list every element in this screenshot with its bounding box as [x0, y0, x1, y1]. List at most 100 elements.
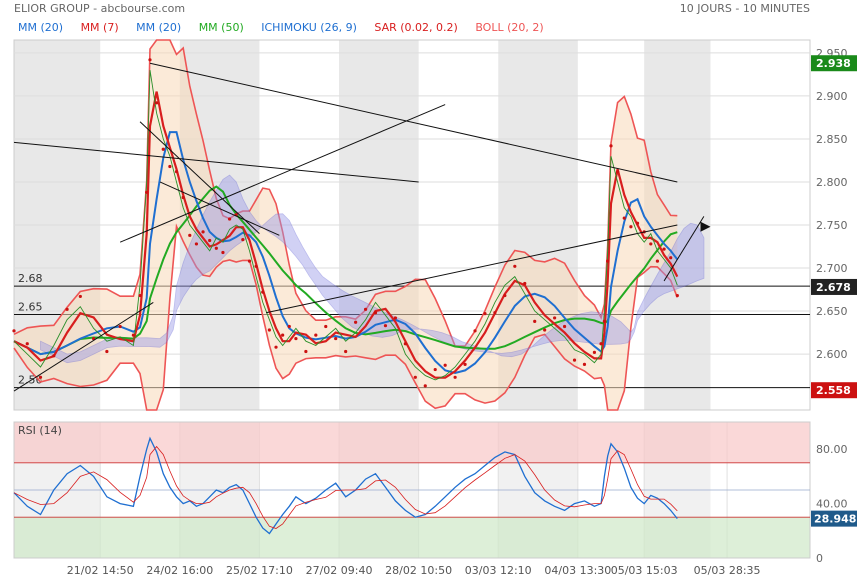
sar-dot [105, 349, 109, 354]
legend-mm20-b[interactable]: MM (20) [136, 21, 182, 34]
x-tick-label: 21/02 14:50 [67, 564, 134, 577]
price-badge-label: 2.938 [816, 57, 851, 70]
sar-dot [582, 362, 587, 366]
sar-dot [155, 101, 159, 105]
sar-dot [675, 293, 679, 298]
sar-dot [629, 225, 633, 229]
x-tick-label: 28/02 10:50 [385, 564, 452, 577]
chart-header: ELIOR GROUP - abcbourse.com 10 JOURS - 1… [0, 0, 860, 18]
sar-dot [274, 345, 278, 349]
rsi-oversold-zone [14, 517, 810, 558]
price-badge-label: 2.558 [816, 384, 851, 397]
sar-dot [314, 333, 318, 337]
x-tick-label: 25/02 17:10 [226, 564, 293, 577]
sar-dot [181, 195, 185, 200]
legend-mm20-a[interactable]: MM (20) [18, 21, 64, 34]
sar-dot [267, 328, 271, 332]
x-tick-label: 24/02 16:00 [146, 564, 213, 577]
price-badge [811, 55, 857, 72]
sar-dot [287, 324, 291, 329]
sar-dot [65, 307, 69, 311]
sar-dot [473, 329, 477, 333]
sar-dot [324, 324, 328, 329]
sar-dot [208, 238, 212, 243]
sar-dot [606, 259, 610, 263]
sar-dot [543, 328, 547, 332]
sar-dot [655, 259, 660, 263]
sar-dot [599, 342, 603, 346]
trend-arrowhead [700, 221, 711, 232]
rsi-current-label: 28.948 [814, 513, 856, 526]
sar-dot [433, 367, 437, 372]
rsi-overbought-zone [14, 422, 810, 463]
sar-dot [493, 311, 497, 315]
sar-dot [649, 242, 653, 246]
sar-dot [174, 170, 179, 174]
sar-dot [247, 259, 252, 263]
legend-sar[interactable]: SAR (0.02, 0.2) [374, 21, 458, 34]
sar-dot [622, 216, 626, 220]
sar-dot [138, 293, 142, 298]
sar-dot [463, 362, 467, 366]
sar-dot [118, 324, 122, 329]
x-tick-label: 05/03 28:35 [694, 564, 761, 577]
price-y-tick-label: 2.650 [816, 305, 848, 318]
sar-dot [201, 230, 205, 234]
trend-line [139, 121, 260, 234]
ma7-line [13, 91, 679, 379]
legend-boll[interactable]: BOLL (20, 2) [475, 21, 544, 34]
sar-dot [168, 164, 172, 169]
legend-mm50[interactable]: MM (50) [198, 21, 244, 34]
x-tick-label: 05/03 15:03 [611, 564, 678, 577]
rsi-title: RSI (14) [18, 424, 62, 437]
price-y-tick-label: 2.600 [816, 348, 848, 361]
sar-dot [662, 247, 666, 251]
sar-dot [523, 281, 527, 286]
trend-line [265, 224, 678, 314]
sar-dot [354, 320, 358, 324]
sar-dot [609, 144, 613, 148]
x-tick-label: 27/02 09:40 [306, 564, 373, 577]
sar-dot [513, 264, 517, 268]
legend-ichimoku[interactable]: ICHIMOKU (26, 9) [261, 21, 357, 34]
sar-dot [503, 293, 507, 298]
trend-line [149, 62, 678, 183]
trend-line [663, 216, 705, 282]
sar-dot [483, 312, 487, 316]
price-y-tick-label: 2.850 [816, 133, 848, 146]
sar-dot [227, 217, 232, 221]
sar-dot [304, 349, 308, 354]
sar-dot [281, 333, 285, 337]
sar-dot [602, 319, 606, 323]
rsi-y-tick-label: 0 [816, 552, 823, 565]
sar-dot [221, 250, 225, 255]
trend-line [119, 104, 446, 243]
bollinger-lower [13, 223, 679, 411]
ma50-line [13, 185, 678, 356]
price-y-tick-label: 2.750 [816, 219, 848, 232]
sar-dot [592, 350, 597, 354]
x-tick-label: 04/03 13:30 [544, 564, 611, 577]
sar-dot [78, 294, 82, 299]
sar-dot [616, 170, 620, 174]
sar-dot [241, 238, 245, 242]
legend-mm7[interactable]: MM (7) [80, 21, 119, 34]
price-y-tick-label: 2.700 [816, 262, 848, 275]
bollinger-upper [13, 39, 678, 347]
sar-dot [403, 342, 407, 346]
sar-dot [533, 319, 537, 323]
sar-dot [572, 358, 577, 362]
sar-dot [131, 333, 135, 337]
support-level-label: 2.65 [18, 300, 43, 313]
price-y-tick-label: 2.800 [816, 176, 848, 189]
bollinger-band-fill [14, 40, 678, 410]
support-level-label: 2.68 [18, 272, 43, 285]
sar-dot [261, 290, 265, 294]
sar-dot [12, 329, 16, 333]
sar-dot [52, 354, 56, 358]
sar-dot [669, 256, 673, 260]
sar-dot [145, 190, 149, 194]
sar-dot [373, 311, 378, 315]
sar-dot [393, 316, 398, 320]
